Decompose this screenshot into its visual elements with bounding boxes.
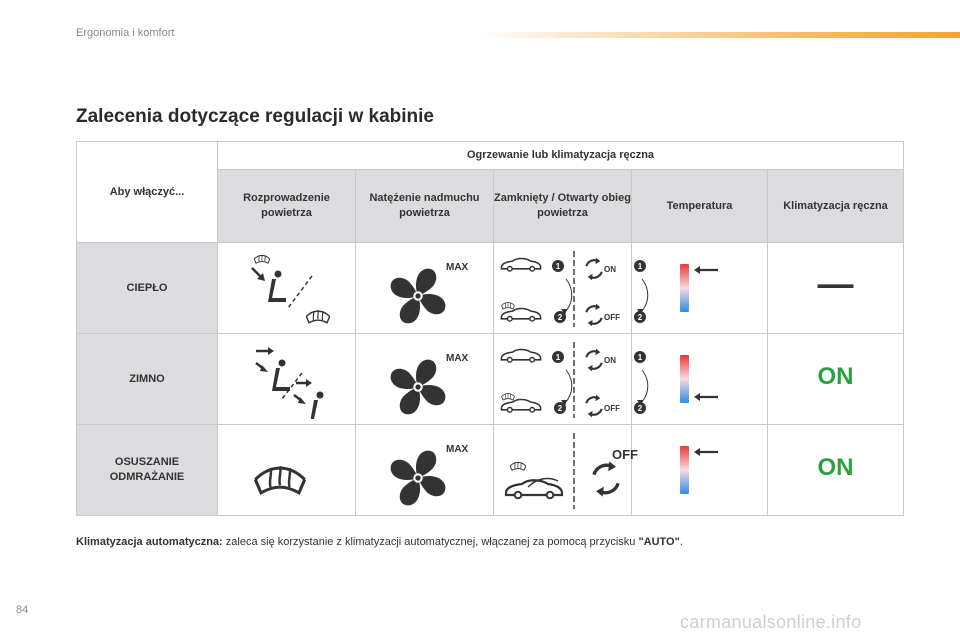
row-label-line-1: OSUSZANIE [114,456,180,468]
col-header-fan: Natężenie nadmuchu powietrza [355,169,494,243]
fan-cell-cold: MAX [355,333,494,425]
recirculation-icon: 1 2 ON 1 OFF 2 [500,251,649,328]
watermark: carmanualsonline.info [680,612,862,632]
svg-text:OFF: OFF [604,313,620,322]
temperature-cell-warm [631,242,768,334]
svg-text:2: 2 [558,404,563,413]
footnote-text: zaleca się korzystanie z klimatyzacji au… [222,536,639,548]
temperature-cell-demist [631,424,768,516]
temperature-gauge-icon [679,264,718,312]
svg-text:2: 2 [558,313,563,322]
header-accent-bar [478,32,960,38]
distribution-cell-cold [217,333,356,425]
svg-text:2: 2 [638,313,643,322]
fan-max-label: MAX [446,353,469,364]
col-header-ac: Klimatyzacja ręczna [766,169,905,243]
svg-text:ON: ON [604,356,616,365]
svg-text:1: 1 [556,353,561,362]
temperature-gauge-icon [679,355,718,403]
row-label-cold: ZIMNO [76,333,218,425]
svg-text:1: 1 [638,353,643,362]
air-distribution-icon [254,347,328,419]
ac-on-indicator: ON [817,363,854,390]
corner-header: Aby włączyć... [76,141,218,243]
svg-text:1: 1 [638,262,643,271]
svg-text:OFF: OFF [604,404,620,413]
ac-cell-cold: ON [766,333,905,425]
page-title: Zalecenia dotyczące regulacji w kabinie [76,106,434,127]
fan-max-label: MAX [446,262,469,273]
svg-text:ON: ON [604,265,616,274]
fan-max-label: MAX [446,444,469,455]
air-distribution-icon [250,254,330,324]
fan-icon: MAX [390,353,469,415]
distribution-cell-warm [217,242,356,334]
footnote-auto: "AUTO" [638,536,680,548]
recirculation-cell-demist: OFF [493,424,638,516]
recirculation-cell-warm: 1 2 ON 1 OFF 2 [493,242,649,334]
ac-cell-warm: — [766,242,905,334]
svg-text:2: 2 [638,404,643,413]
page-number: 84 [16,604,29,616]
ac-on-indicator: ON [817,454,854,481]
fan-icon: MAX [390,444,469,506]
row-label-warm: CIEPŁO [76,242,218,334]
temperature-cell-cold [631,333,768,425]
temperature-gauge-icon [679,446,718,494]
recirculation-cell-cold: 1 2 ON 1 OFF 2 [493,333,649,425]
col-header-distribution: Rozprowadzenie powietrza [217,169,356,243]
settings-table: Aby włączyć... Ogrzewanie lub klimatyzac… [76,141,905,516]
windshield-defrost-icon [253,464,306,495]
fan-cell-demist: MAX [355,424,494,516]
distribution-cell-demist [217,424,356,516]
footnote-label: Klimatyzacja automatyczna: [76,536,223,548]
recirculation-icon: 1 2 ON 1 OFF 2 [500,342,649,419]
fresh-air-icon: OFF [504,433,638,509]
row-label-demist: OSUSZANIE ODMRAŻANIE [76,424,218,516]
footnote: Klimatyzacja automatyczna: zaleca się ko… [76,536,683,548]
section-title: Ergonomia i komfort [76,27,175,39]
col-header-temperature: Temperatura [631,169,768,243]
row-label-line-2: ODMRAŻANIE [109,471,185,483]
ac-off-indicator: — [817,262,854,304]
svg-text:OFF: OFF [612,447,638,462]
ac-cell-demist: ON [766,424,905,516]
col-header-recirculation: Zamknięty / Otwarty obieg powietrza [493,169,632,243]
fan-cell-warm: MAX [355,242,494,334]
group-header: Ogrzewanie lub klimatyzacja ręczna [216,141,905,170]
fan-icon: MAX [390,262,469,324]
svg-text:1: 1 [556,262,561,271]
